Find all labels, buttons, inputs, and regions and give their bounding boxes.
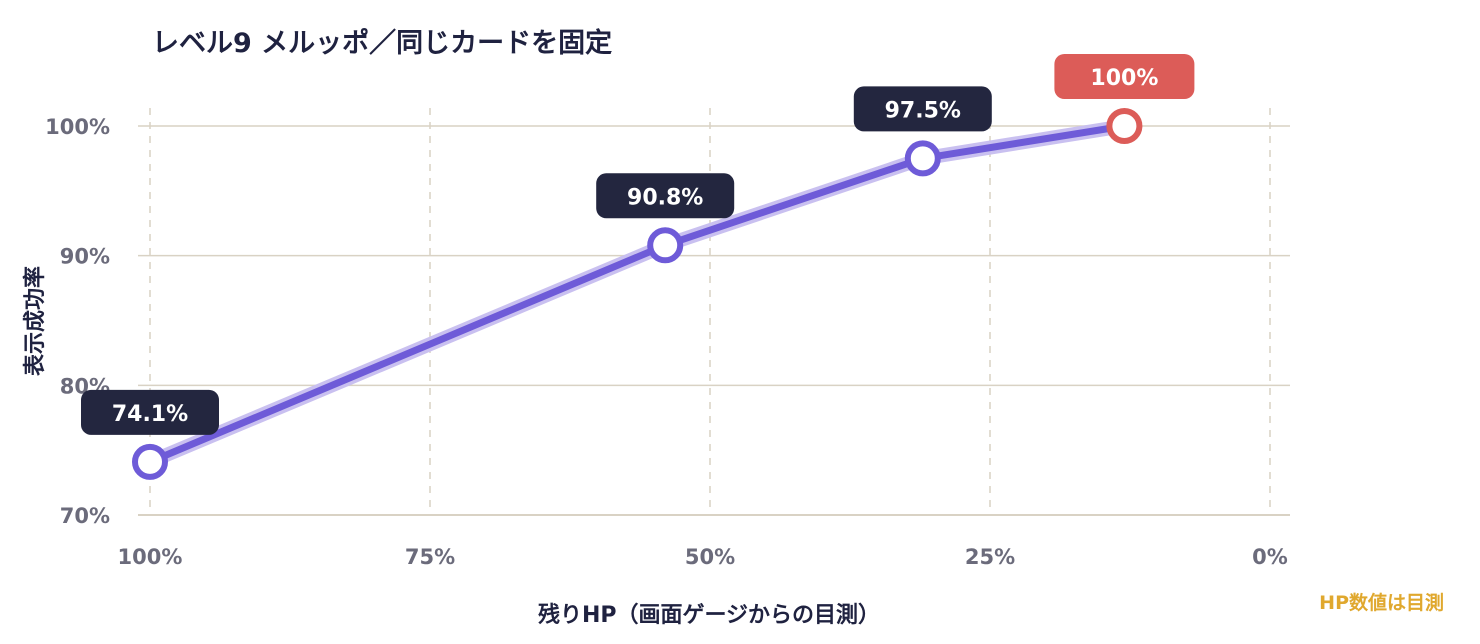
data-point-marker xyxy=(647,227,684,264)
data-point-marker xyxy=(132,443,168,480)
data-label-box xyxy=(853,86,992,132)
data-label-box xyxy=(81,389,219,435)
x-tick-label: 100% xyxy=(118,545,183,569)
data-label: 90.8% xyxy=(627,185,703,210)
data-label-box xyxy=(596,173,735,219)
x-tick-label: 75% xyxy=(405,545,455,569)
grid xyxy=(138,108,1290,516)
y-tick-label: 100% xyxy=(45,115,110,139)
series xyxy=(132,108,1143,480)
series-line xyxy=(146,122,1128,466)
data-point-marker xyxy=(904,140,941,177)
data-point-marker xyxy=(1106,108,1143,144)
y-tick-label: 90% xyxy=(60,245,110,269)
y-tick-label: 70% xyxy=(60,504,110,528)
data-label: 97.5% xyxy=(885,98,961,123)
x-tick-label: 50% xyxy=(685,545,735,569)
data-label: 100% xyxy=(1090,66,1158,91)
data-label: 74.1% xyxy=(112,402,188,427)
x-axis-title: 残りHP（画面ゲージからの目測） xyxy=(538,602,880,628)
y-axis-title: 表示成功率 xyxy=(22,266,48,376)
chart-title: レベル9 メルッポ／同じカードを固定 xyxy=(152,27,612,59)
x-tick-label: 0% xyxy=(1252,545,1288,569)
x-tick-label: 25% xyxy=(965,545,1015,569)
data-labels: 74.1% 90.8% 97.5% 100% xyxy=(81,54,1195,435)
data-label-box xyxy=(1054,54,1195,99)
measurement-note: HP数値は目測 xyxy=(1319,591,1444,614)
